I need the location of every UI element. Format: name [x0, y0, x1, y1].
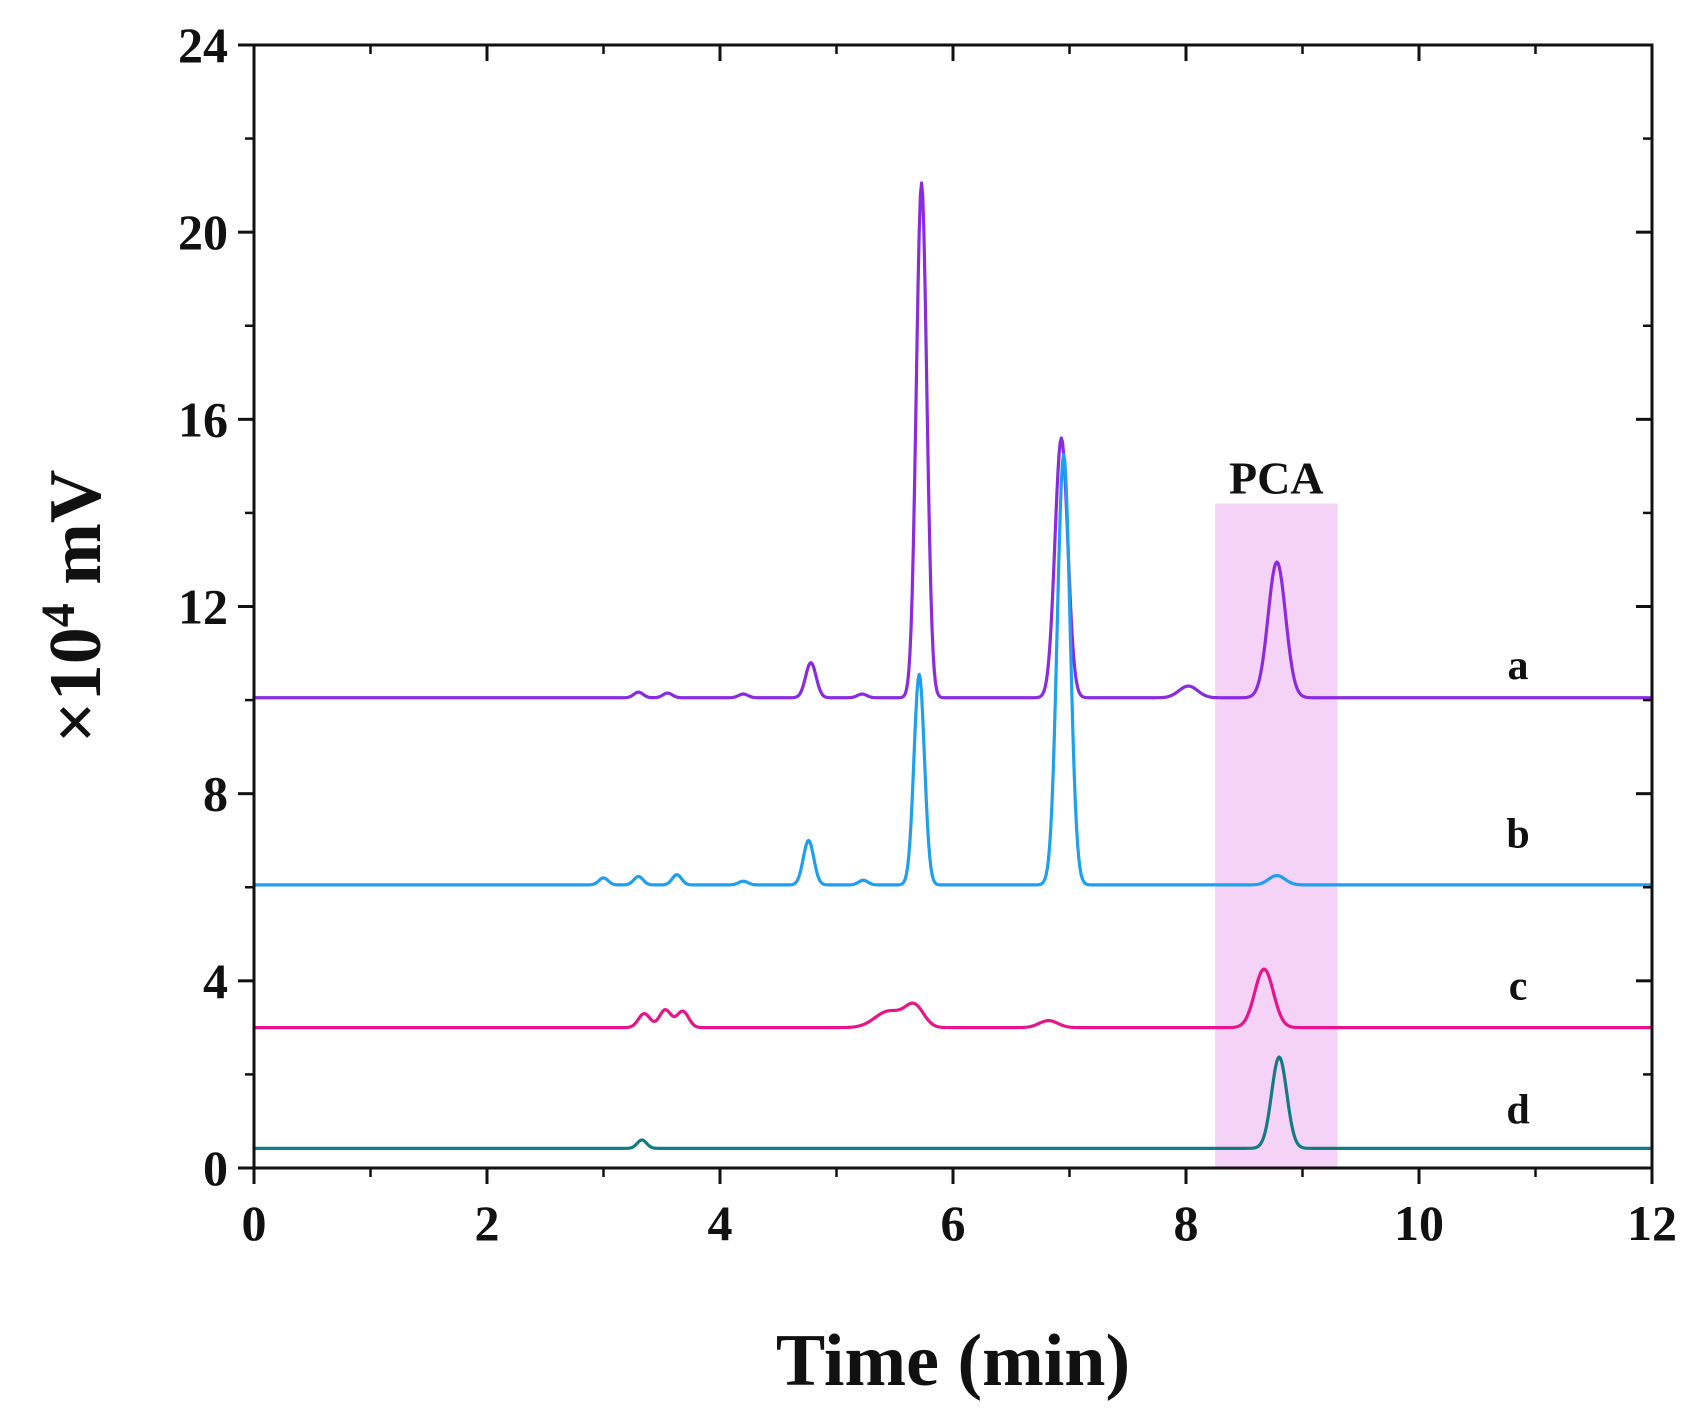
series-label-d: d	[1506, 1088, 1529, 1134]
y-axis-title: ×104 mV	[32, 470, 117, 744]
series-line-a	[252, 181, 1654, 700]
y-axis-title-prefix: ×10	[35, 627, 117, 743]
x-tick-label: 6	[941, 1195, 966, 1251]
x-tick-label: 8	[1174, 1195, 1199, 1251]
pca-region-label: PCA	[1229, 453, 1324, 504]
x-tick-label: 12	[1627, 1195, 1677, 1251]
plot-frame	[252, 43, 1654, 1170]
y-tick-label: 12	[178, 579, 228, 635]
y-tick-label: 16	[178, 391, 228, 447]
y-axis-title-unit: mV	[35, 470, 117, 604]
x-tick-label: 0	[242, 1195, 267, 1251]
y-tick-label: 24	[178, 17, 228, 73]
series-label-a: a	[1508, 643, 1529, 689]
y-tick-label: 4	[203, 953, 228, 1009]
y-axis-title-exponent: 4	[32, 603, 85, 627]
y-tick-label: 20	[178, 204, 228, 260]
x-tick-label: 2	[475, 1195, 500, 1251]
x-tick-label: 10	[1394, 1195, 1444, 1251]
pca-highlight-region	[1215, 503, 1338, 1168]
y-tick-label: 8	[203, 766, 228, 822]
series-line-d	[252, 1055, 1654, 1150]
x-tick-label: 4	[708, 1195, 733, 1251]
series-line-b	[252, 452, 1654, 887]
series-label-b: b	[1506, 811, 1529, 857]
series-line-c	[252, 967, 1654, 1030]
x-axis-title: Time (min)	[776, 1320, 1130, 1402]
series-label-c: c	[1509, 964, 1528, 1010]
y-tick-label: 0	[203, 1140, 228, 1196]
